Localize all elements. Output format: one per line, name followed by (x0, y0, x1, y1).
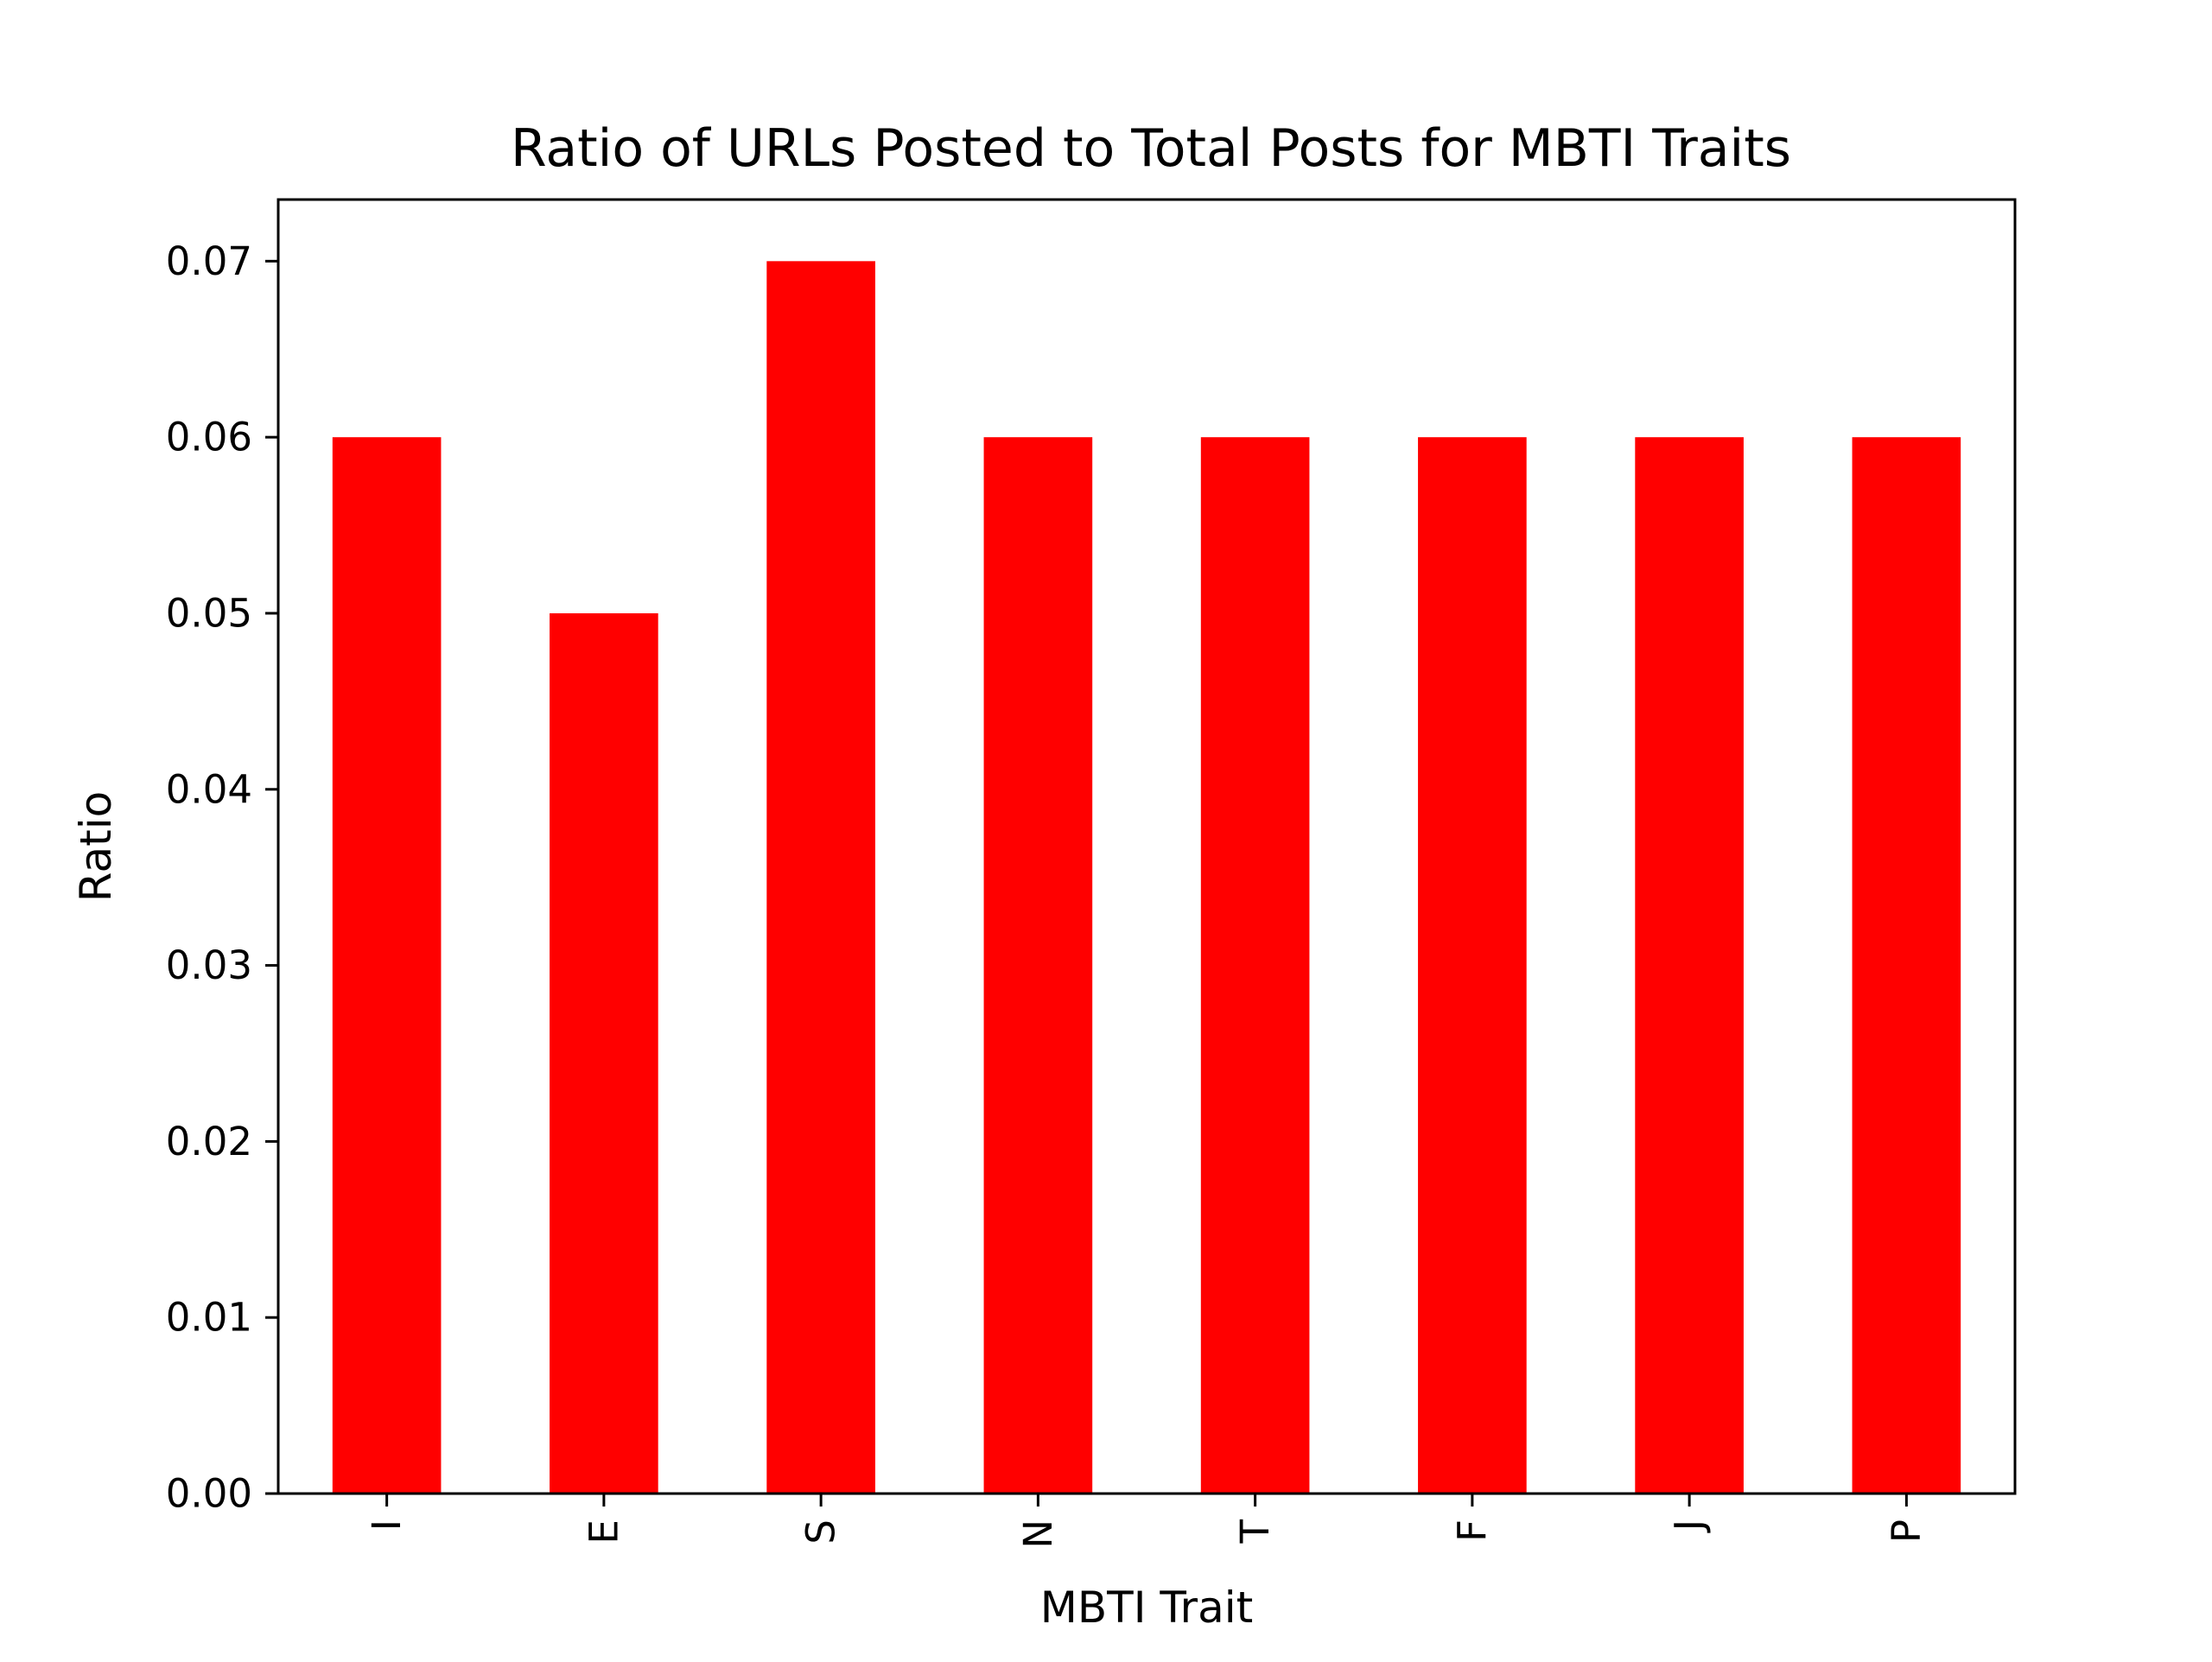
plot-frame (276, 198, 2017, 1495)
x-tick-label-T: T (1232, 1519, 1278, 1545)
bar-T (1200, 437, 1310, 1494)
y-axis: 0.00 0.01 0.02 0.03 0.04 0.05 0.06 0.07 (166, 238, 278, 1517)
x-tick-label-P: P (1884, 1519, 1929, 1543)
bar-S (766, 261, 875, 1494)
y-tick-label: 0.01 (166, 1295, 252, 1341)
chart-title: Ratio of URLs Posted to Total Posts for … (511, 118, 1791, 179)
y-tick-label: 0.03 (166, 942, 252, 988)
y-tick-label: 0.06 (166, 415, 252, 460)
bar-I (332, 437, 442, 1494)
bar-F (1418, 437, 1527, 1494)
bar-P (1852, 437, 1961, 1494)
y-axis-title: Ratio (71, 791, 121, 902)
bar-E (550, 612, 658, 1494)
x-tick-label-F: F (1449, 1519, 1495, 1542)
bar-N (983, 437, 1093, 1494)
y-tick-label: 0.07 (166, 238, 252, 284)
x-axis-title: MBTI Trait (1040, 1583, 1254, 1633)
bar-J (1635, 437, 1744, 1494)
x-tick-label-N: N (1015, 1519, 1061, 1549)
x-tick-label-J: J (1667, 1519, 1713, 1533)
y-tick-label: 0.04 (166, 766, 252, 812)
y-tick-label: 0.02 (166, 1119, 252, 1164)
bars-group (332, 261, 1961, 1494)
y-tick-label: 0.05 (166, 590, 252, 636)
x-tick-label-I: I (364, 1519, 410, 1531)
x-tick-label-E: E (581, 1519, 626, 1544)
x-tick-label-S: S (798, 1519, 844, 1545)
y-tick-label: 0.00 (166, 1471, 252, 1517)
